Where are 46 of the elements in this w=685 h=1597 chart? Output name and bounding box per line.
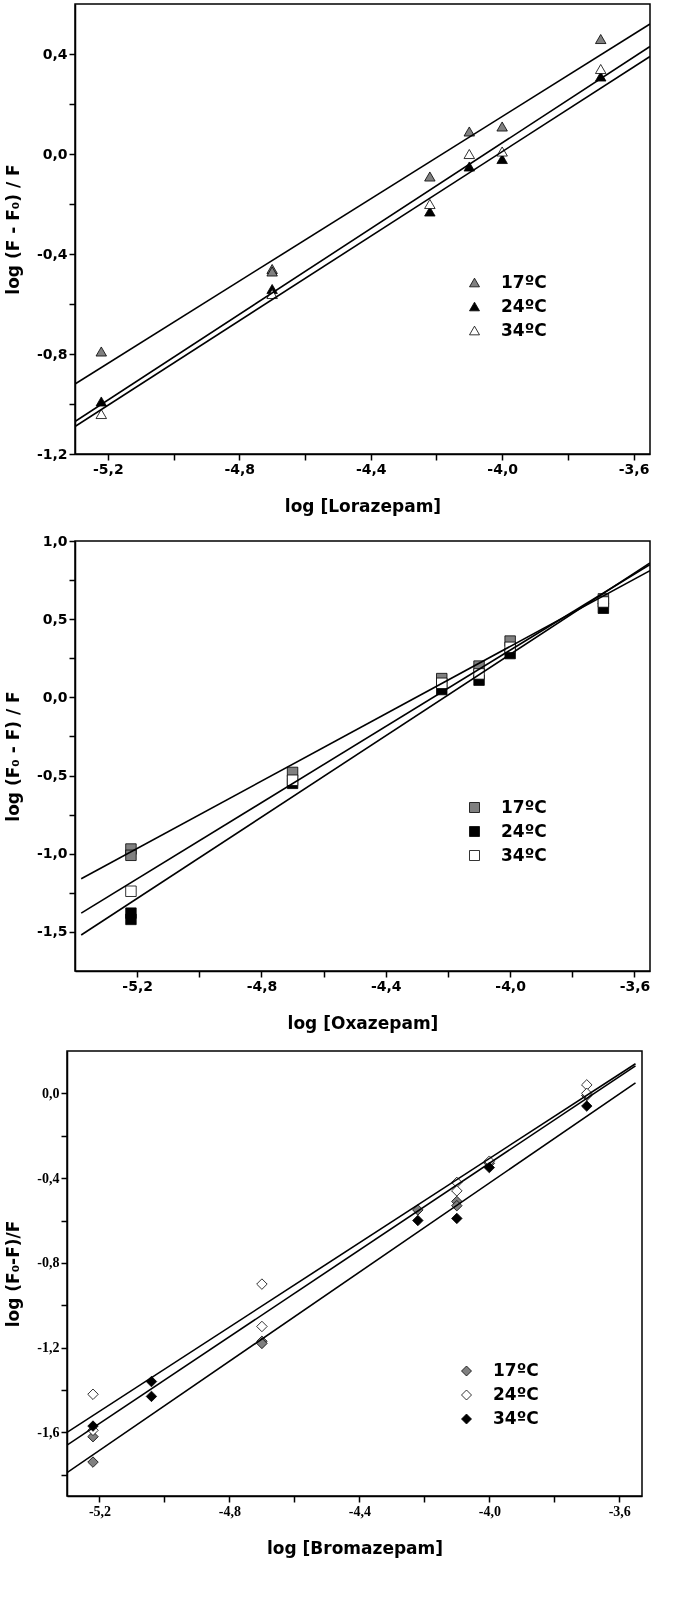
- legend-label: 24ºC: [493, 1384, 539, 1404]
- x-axis-title: log [Lorazepam]: [284, 495, 442, 516]
- x-axis-title: log [Bromazepam]: [266, 1537, 444, 1558]
- y-tick-label: -1,6: [37, 1424, 60, 1440]
- legend-label: 24ºC: [501, 820, 547, 841]
- legend-label: 34ºC: [493, 1408, 539, 1428]
- legend-label: 34ºC: [501, 319, 547, 340]
- y-tick-label: -1,0: [36, 845, 68, 862]
- x-tick-label: -4,8: [218, 1503, 242, 1519]
- y-tick-label: -1,5: [36, 923, 68, 940]
- y-axis-title: log (F₀-F)/F: [3, 1220, 24, 1328]
- y-tick-label: 1,0: [42, 532, 68, 549]
- x-tick-label: -5,2: [93, 460, 124, 477]
- legend-label: 24ºC: [501, 295, 547, 316]
- y-tick-label: -0,5: [36, 767, 68, 784]
- x-tick-label: -4,4: [371, 977, 402, 994]
- y-tick-label: -0,4: [36, 245, 68, 262]
- y-axis-title: log (F₀ - F) / F: [2, 691, 23, 822]
- y-axis-title: log (F - F₀) / F: [2, 164, 23, 295]
- x-tick-label: -4,8: [246, 977, 278, 994]
- x-axis-title: log [Oxazepam]: [287, 1012, 439, 1033]
- legend-label: 17ºC: [501, 271, 547, 292]
- x-tick-label: -4,4: [355, 460, 387, 477]
- y-tick-label: 0,0: [42, 145, 68, 162]
- y-tick-label: 0,0: [42, 1085, 60, 1101]
- x-tick-label: -5,2: [122, 977, 153, 994]
- x-tick-label: -4,0: [495, 977, 527, 994]
- x-tick-label: -3,6: [618, 460, 650, 477]
- x-tick-label: -3,6: [619, 977, 651, 994]
- x-tick-label: -3,6: [608, 1503, 631, 1519]
- x-tick-label: -4,0: [478, 1503, 501, 1519]
- y-tick-label: -1,2: [37, 1340, 60, 1356]
- x-tick-label: -4,4: [348, 1503, 371, 1519]
- y-tick-label: -0,8: [37, 1255, 60, 1271]
- y-tick-label: -0,8: [36, 345, 68, 362]
- legend-label: 34ºC: [501, 844, 547, 865]
- x-tick-label: -4,0: [487, 460, 519, 477]
- y-tick-label: 0,0: [42, 688, 68, 705]
- x-tick-label: -4,8: [224, 460, 256, 477]
- y-tick-label: 0,4: [42, 45, 68, 62]
- y-tick-label: -1,2: [36, 445, 68, 462]
- legend-label: 17ºC: [493, 1360, 539, 1380]
- legend-label: 17ºC: [501, 796, 547, 817]
- y-tick-label: -0,4: [37, 1170, 60, 1186]
- x-tick-label: -5,2: [88, 1503, 112, 1519]
- y-tick-label: 0,5: [42, 610, 68, 627]
